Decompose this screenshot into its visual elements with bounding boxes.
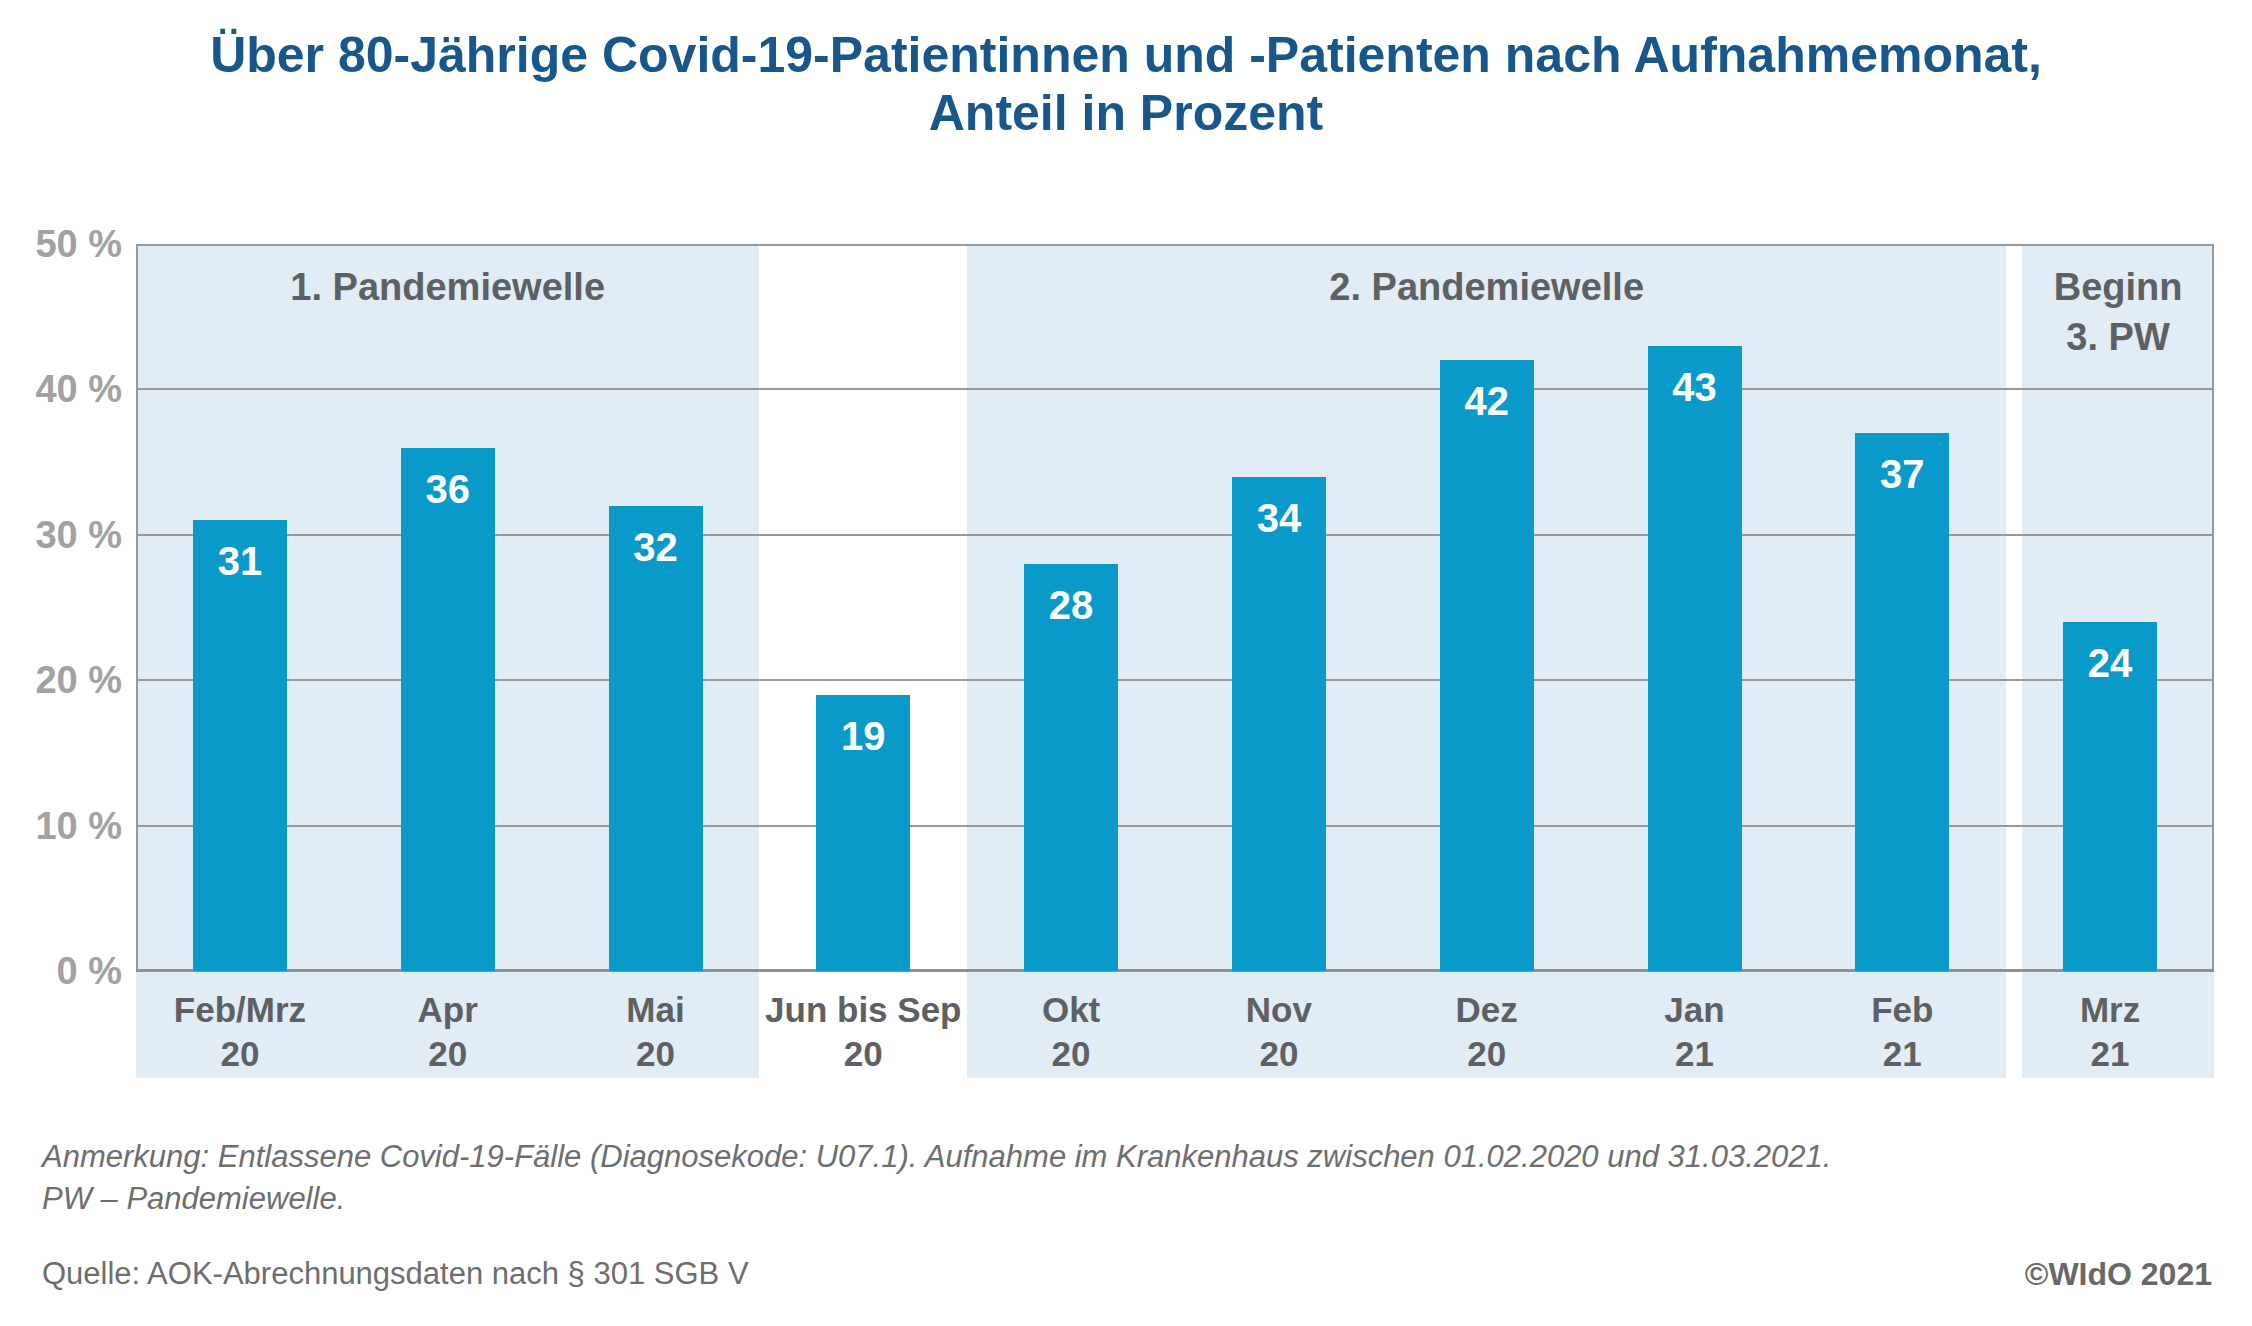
x-tick-label: Mrz21 bbox=[2006, 988, 2214, 1076]
x-tick-label: Nov20 bbox=[1175, 988, 1383, 1076]
x-tick-line1: Dez bbox=[1383, 988, 1591, 1032]
x-tick-label: Feb21 bbox=[1798, 988, 2006, 1076]
chart-title-line2: Anteil in Prozent bbox=[0, 84, 2252, 142]
x-tick-line1: Mrz bbox=[2006, 988, 2214, 1032]
x-tick-line2: 21 bbox=[1798, 1032, 2006, 1076]
period-region-label: 1. Pandemiewelle bbox=[136, 262, 759, 312]
bar bbox=[1232, 477, 1326, 971]
x-tick-line2: 20 bbox=[967, 1032, 1175, 1076]
period-region-label-line: 1. Pandemiewelle bbox=[136, 262, 759, 312]
bar bbox=[401, 448, 495, 971]
y-tick-label: 50 % bbox=[0, 219, 122, 269]
footnote-line1: Anmerkung: Entlassene Covid-19-Fälle (Di… bbox=[42, 1136, 1831, 1178]
x-tick-label: Jan21 bbox=[1591, 988, 1799, 1076]
x-tick-line1: Jan bbox=[1591, 988, 1799, 1032]
gridline bbox=[136, 388, 2214, 390]
y-tick-label: 20 % bbox=[0, 655, 122, 705]
x-tick-line1: Jun bis Sep bbox=[759, 988, 967, 1032]
x-tick-line2: 20 bbox=[1383, 1032, 1591, 1076]
bar-value-label: 32 bbox=[552, 524, 760, 570]
x-tick-line1: Feb bbox=[1798, 988, 2006, 1032]
chart-page: Über 80-Jährige Covid-19-Patientinnen un… bbox=[0, 0, 2252, 1326]
period-region-label: 2. Pandemiewelle bbox=[967, 262, 2006, 312]
x-tick-label: Dez20 bbox=[1383, 988, 1591, 1076]
bar-value-label: 28 bbox=[967, 582, 1175, 628]
bar-value-label: 37 bbox=[1798, 451, 2006, 497]
bar-value-label: 43 bbox=[1591, 364, 1799, 410]
x-tick-label: Apr20 bbox=[344, 988, 552, 1076]
x-tick-line2: 21 bbox=[1591, 1032, 1799, 1076]
x-tick-line1: Apr bbox=[344, 988, 552, 1032]
y-tick-label: 40 % bbox=[0, 364, 122, 414]
bar-value-label: 19 bbox=[759, 713, 967, 759]
source-line: Quelle: AOK-Abrechnungsdaten nach § 301 … bbox=[42, 1254, 749, 1294]
x-tick-label: Jun bis Sep20 bbox=[759, 988, 967, 1076]
x-tick-line2: 20 bbox=[552, 1032, 760, 1076]
y-tick-label: 30 % bbox=[0, 510, 122, 560]
bar-value-label: 31 bbox=[136, 538, 344, 584]
bar-value-label: 42 bbox=[1383, 378, 1591, 424]
bar-value-label: 24 bbox=[2006, 640, 2214, 686]
period-region-label-line: Beginn bbox=[2022, 262, 2214, 312]
x-tick-line2: 21 bbox=[2006, 1032, 2214, 1076]
y-tick-label: 10 % bbox=[0, 801, 122, 851]
footnote-line2: PW – Pandemiewelle. bbox=[42, 1178, 1831, 1220]
x-tick-line1: Nov bbox=[1175, 988, 1383, 1032]
bar bbox=[1440, 360, 1534, 971]
period-region-label-line: 2. Pandemiewelle bbox=[967, 262, 2006, 312]
x-tick-label: Okt20 bbox=[967, 988, 1175, 1076]
bar bbox=[193, 520, 287, 971]
x-tick-line1: Feb/Mrz bbox=[136, 988, 344, 1032]
x-tick-label: Mai20 bbox=[552, 988, 760, 1076]
bar-value-label: 34 bbox=[1175, 495, 1383, 541]
copyright-label: ©WIdO 2021 bbox=[2025, 1254, 2212, 1294]
x-tick-line2: 20 bbox=[759, 1032, 967, 1076]
footnote: Anmerkung: Entlassene Covid-19-Fälle (Di… bbox=[42, 1136, 1831, 1220]
x-tick-line1: Mai bbox=[552, 988, 760, 1032]
period-region-label-line: 3. PW bbox=[2022, 312, 2214, 362]
chart-title: Über 80-Jährige Covid-19-Patientinnen un… bbox=[0, 26, 2252, 142]
y-tick-label: 0 % bbox=[0, 946, 122, 996]
bar bbox=[1648, 346, 1742, 971]
bar bbox=[609, 506, 703, 971]
x-tick-line1: Okt bbox=[967, 988, 1175, 1032]
x-tick-label: Feb/Mrz20 bbox=[136, 988, 344, 1076]
x-tick-line2: 20 bbox=[344, 1032, 552, 1076]
x-tick-line2: 20 bbox=[1175, 1032, 1383, 1076]
chart-title-line1: Über 80-Jährige Covid-19-Patientinnen un… bbox=[0, 26, 2252, 84]
bar bbox=[1855, 433, 1949, 971]
period-region-label: Beginn3. PW bbox=[2022, 262, 2214, 362]
x-tick-line2: 20 bbox=[136, 1032, 344, 1076]
bar-value-label: 36 bbox=[344, 466, 552, 512]
